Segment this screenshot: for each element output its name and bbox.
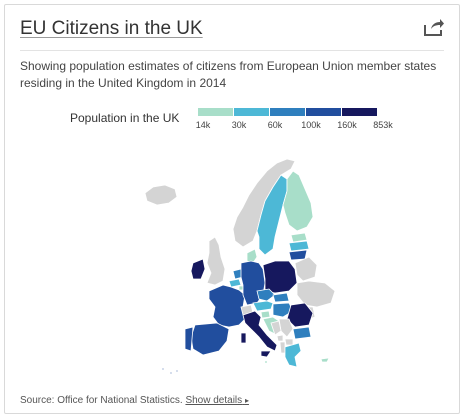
country-latvia[interactable] xyxy=(288,240,310,252)
legend-label: 853k xyxy=(373,120,393,130)
country-slovakia[interactable] xyxy=(272,292,290,303)
legend: 14k 30k 60k 100k 160k 853k xyxy=(195,108,418,134)
source-text: Source: Office for National Statistics. xyxy=(20,395,183,406)
country-lithuania[interactable] xyxy=(288,249,308,261)
source-note: Source: Office for National Statistics. … xyxy=(20,395,249,406)
country-bosnia-and-herzegovina[interactable] xyxy=(270,320,282,336)
show-details-link[interactable]: Show details ▸ xyxy=(185,395,249,406)
legend-swatch xyxy=(234,108,269,116)
country-portugal[interactable] xyxy=(184,326,194,352)
map-card: EU Citizens in the UK Showing population… xyxy=(4,4,460,414)
country-ireland[interactable] xyxy=(190,258,206,280)
legend-label: 100k xyxy=(301,120,321,130)
share-arrow-icon[interactable] xyxy=(423,17,445,37)
card-title[interactable]: EU Citizens in the UK xyxy=(20,18,203,39)
legend-swatch xyxy=(342,108,377,116)
country-luxembourg[interactable] xyxy=(238,285,244,291)
country-czech-republic[interactable] xyxy=(256,288,276,302)
country-united-kingdom[interactable] xyxy=(206,236,226,286)
country-denmark[interactable] xyxy=(246,248,258,264)
title-divider xyxy=(20,50,444,51)
country-albania[interactable] xyxy=(279,341,286,354)
country-portugal-azores[interactable] xyxy=(161,367,165,371)
country-estonia[interactable] xyxy=(290,232,308,243)
country-italy-sardinia[interactable] xyxy=(240,332,247,344)
country-belarus[interactable] xyxy=(294,256,318,282)
legend-swatch xyxy=(306,108,341,116)
country-finland[interactable] xyxy=(282,170,314,232)
country-sweden[interactable] xyxy=(256,174,288,256)
legend-labels: 14k 30k 60k 100k 160k 853k xyxy=(195,120,418,134)
country-france[interactable] xyxy=(208,284,248,328)
country-italy[interactable] xyxy=(242,310,278,352)
country-north-macedonia[interactable] xyxy=(284,338,294,346)
country-spain-canaries[interactable] xyxy=(175,369,179,373)
country-bulgaria[interactable] xyxy=(292,326,312,340)
country-cyprus[interactable] xyxy=(320,357,330,363)
europe-choropleth-map xyxy=(144,158,336,375)
country-malta[interactable] xyxy=(264,360,268,364)
country-montenegro[interactable] xyxy=(276,334,284,342)
legend-title: Population in the UK xyxy=(70,111,180,125)
country-slovenia[interactable] xyxy=(260,310,271,319)
show-details-label: Show details xyxy=(185,395,243,406)
country-greece[interactable] xyxy=(284,342,302,368)
country-hungary[interactable] xyxy=(272,302,294,318)
legend-label: 160k xyxy=(337,120,357,130)
chevron-right-icon: ▸ xyxy=(244,396,249,405)
country-belgium[interactable] xyxy=(228,278,242,288)
country-ukraine[interactable] xyxy=(296,280,336,308)
legend-label: 30k xyxy=(231,120,247,130)
country-poland[interactable] xyxy=(262,260,298,294)
country-portugal-madeira[interactable] xyxy=(169,371,173,375)
country-iceland[interactable] xyxy=(144,184,178,206)
legend-swatch xyxy=(198,108,233,116)
country-italy-sicily[interactable] xyxy=(260,350,272,358)
legend-bar xyxy=(198,108,418,116)
country-austria[interactable] xyxy=(252,300,274,312)
legend-label: 14k xyxy=(195,120,211,130)
country-spain[interactable] xyxy=(190,322,230,356)
card-description: Showing population estimates of citizens… xyxy=(20,59,437,90)
legend-swatch xyxy=(270,108,305,116)
legend-label: 60k xyxy=(267,120,283,130)
